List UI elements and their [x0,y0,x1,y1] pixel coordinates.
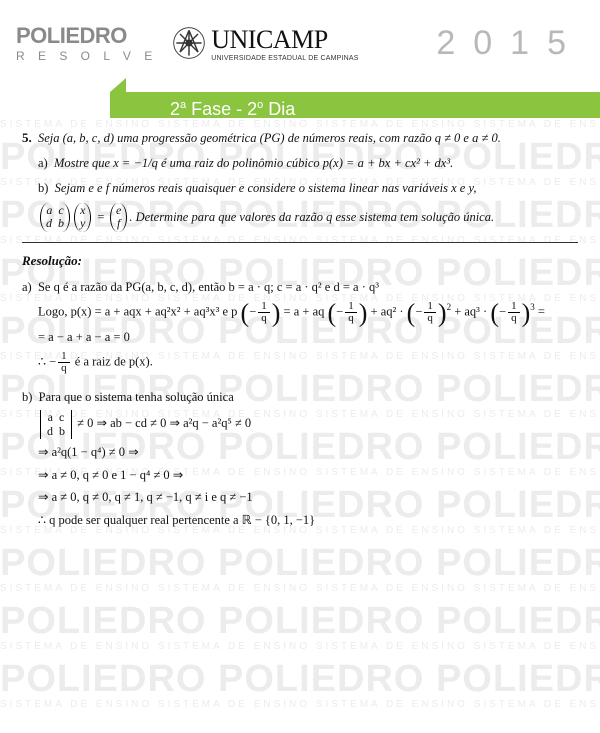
logo-poliedro: POLIEDRO R E S O L V E [16,23,157,63]
poliedro-title: POLIEDRO [16,23,157,49]
wm: SISTEMA DE ENSINO SISTEMA DE ENSINO SIST… [0,700,600,710]
unicamp-title: UNICAMP [211,25,358,55]
res-b-l3: ⇒ a²q(1 − q⁴) ≠ 0 ⇒ [38,443,578,462]
resolution-title: Resolução: [22,251,578,271]
question-b-post: . Determine para que valores da razão q … [129,208,494,227]
logo-unicamp: UNICAMP UNIVERSIDADE ESTADUAL DE CAMPINA… [171,25,358,62]
res-b-l1: b) Para que o sistema tenha solução únic… [22,388,578,407]
question-number: 5. [22,130,32,145]
header: POLIEDRO R E S O L V E UNICAMP UNIVERSID… [0,0,600,78]
res-b-l5: ⇒ a ≠ 0, q ≠ 0, q ≠ 1, q ≠ −1, q ≠ i e q… [38,488,578,507]
question-stem: 5. Seja (a, b, c, d) uma progressão geom… [22,128,578,148]
question-b-pre: b) Sejam e e f números reais quaisquer e… [38,179,578,198]
year-label: 2015 [436,24,584,63]
unicamp-sub: UNIVERSIDADE ESTADUAL DE CAMPINAS [211,55,358,62]
res-a-l3: = a − a + a − a = 0 [38,328,578,347]
res-b-l2: a cd b ≠ 0 ⇒ ab − cd ≠ 0 ⇒ a²q − a²q⁵ ≠ … [38,410,578,438]
separator [22,242,578,243]
question-a: a) Mostre que x = −1/q é uma raiz do pol… [38,154,578,173]
wm: SISTEMA DE ENSINO SISTEMA DE ENSINO SIST… [0,642,600,652]
res-a-l4: ∴ −1q é a raiz de p(x). [38,351,578,374]
wm: POLIEDRO POLIEDRO POLIEDRO POLIEDRO [0,660,600,698]
res-a-l1: a) Se q é a razão da PG(a, b, c, d), ent… [22,278,578,297]
question-b-matrix: a cd b xy = ef . Determine para que valo… [38,203,578,231]
poliedro-sub: R E S O L V E [16,49,157,63]
res-b-l6: ∴ q pode ser qualquer real pertencente a… [38,511,578,530]
wm: POLIEDRO POLIEDRO POLIEDRO POLIEDRO [0,544,600,582]
banner: 2a Fase - 2o Dia [0,78,600,118]
res-a-l2: Logo, p(x) = a + aqx + aq²x² + aq³x³ e p… [38,301,578,324]
content: 5. Seja (a, b, c, d) uma progressão geom… [0,118,600,530]
wm: POLIEDRO POLIEDRO POLIEDRO POLIEDRO [0,602,600,640]
res-b-l4: ⇒ a ≠ 0, q ≠ 0 e 1 − q⁴ ≠ 0 ⇒ [38,466,578,485]
banner-text: 2a Fase - 2o Dia [110,92,600,118]
wm: SISTEMA DE ENSINO SISTEMA DE ENSINO SIST… [0,584,600,594]
unicamp-seal-icon [171,25,207,61]
